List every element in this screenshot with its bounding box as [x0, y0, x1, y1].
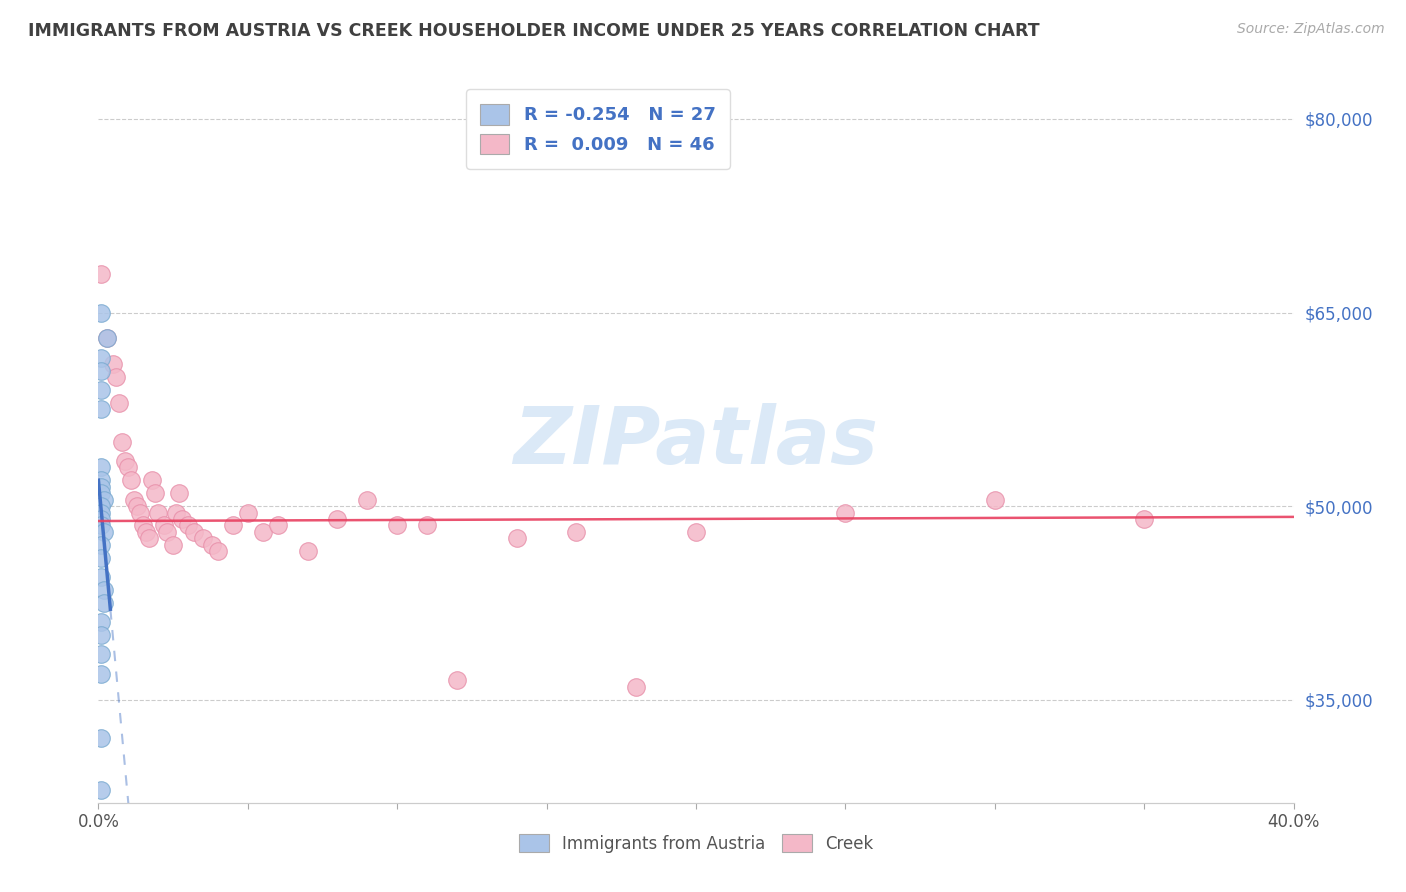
Point — [90, 305, 112, 319]
Point — [90, 383, 112, 397]
Legend: Immigrants from Austria, Creek: Immigrants from Austria, Creek — [512, 828, 880, 860]
Point — [108, 396, 131, 410]
Point — [90, 628, 112, 642]
Point — [90, 512, 112, 526]
Point — [90, 538, 112, 552]
Point — [626, 680, 648, 694]
Point — [124, 492, 146, 507]
Point — [90, 486, 112, 500]
Point — [191, 531, 214, 545]
Point — [114, 454, 136, 468]
Point — [103, 357, 125, 371]
Point — [148, 506, 170, 520]
Text: Source: ZipAtlas.com: Source: ZipAtlas.com — [1237, 22, 1385, 37]
Point — [120, 473, 142, 487]
Point — [105, 370, 128, 384]
Point — [172, 512, 194, 526]
Point — [177, 518, 200, 533]
Point — [132, 518, 155, 533]
Point — [356, 492, 378, 507]
Point — [90, 648, 112, 662]
Point — [222, 518, 245, 533]
Point — [90, 460, 112, 475]
Text: ZIPatlas: ZIPatlas — [513, 402, 879, 481]
Point — [1133, 512, 1156, 526]
Point — [93, 492, 115, 507]
Point — [90, 518, 112, 533]
Point — [93, 596, 115, 610]
Point — [90, 402, 112, 417]
Point — [143, 486, 166, 500]
Point — [138, 531, 160, 545]
Point — [141, 473, 163, 487]
Point — [385, 518, 409, 533]
Point — [446, 673, 468, 688]
Point — [90, 783, 112, 797]
Point — [90, 473, 112, 487]
Point — [326, 512, 349, 526]
Point — [96, 331, 118, 345]
Point — [167, 486, 190, 500]
Point — [236, 506, 259, 520]
Text: IMMIGRANTS FROM AUSTRIA VS CREEK HOUSEHOLDER INCOME UNDER 25 YEARS CORRELATION C: IMMIGRANTS FROM AUSTRIA VS CREEK HOUSEHO… — [28, 22, 1040, 40]
Point — [162, 538, 184, 552]
Point — [297, 544, 319, 558]
Point — [416, 518, 439, 533]
Point — [129, 506, 152, 520]
Point — [834, 506, 856, 520]
Point — [90, 615, 112, 630]
Point — [565, 524, 588, 539]
Point — [111, 434, 134, 449]
Point — [267, 518, 290, 533]
Point — [90, 351, 112, 365]
Point — [90, 731, 112, 746]
Point — [93, 582, 115, 597]
Point — [201, 538, 224, 552]
Point — [90, 499, 112, 513]
Point — [984, 492, 1007, 507]
Point — [135, 524, 157, 539]
Point — [165, 506, 187, 520]
Point — [153, 518, 176, 533]
Point — [127, 499, 149, 513]
Point — [90, 506, 112, 520]
Point — [90, 480, 112, 494]
Point — [90, 267, 112, 281]
Point — [117, 460, 139, 475]
Point — [506, 531, 529, 545]
Point — [685, 524, 707, 539]
Point — [90, 550, 112, 565]
Point — [90, 363, 112, 377]
Point — [252, 524, 274, 539]
Point — [93, 524, 115, 539]
Point — [96, 331, 118, 345]
Point — [90, 666, 112, 681]
Point — [207, 544, 229, 558]
Point — [183, 524, 205, 539]
Point — [90, 570, 112, 584]
Point — [156, 524, 179, 539]
